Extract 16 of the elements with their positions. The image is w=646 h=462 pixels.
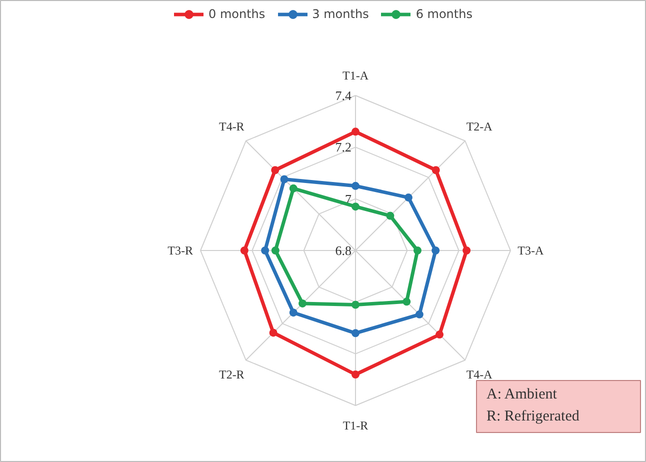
text: A: Ambient [486,386,558,402]
y-tick-label: 7.2 [335,140,352,155]
legend-label: 6 months [416,7,472,21]
spoke-label: T2-R [218,367,244,382]
legend-label: 0 months [208,7,266,21]
legend-label: 3 months [312,7,369,21]
spoke-label: T2-A [466,120,493,134]
spoke-label: T4-A [466,367,493,382]
spoke-label: T4-R [218,120,244,134]
y-tick-label: 6.8 [335,243,352,258]
spoke-label: T3-A [518,244,544,258]
spoke-label: T3-R [168,244,194,258]
text: R: Refrigerated [486,408,580,424]
spoke-label: T1-R [342,418,368,433]
y-tick-label: 7.4 [335,88,352,103]
spoke-label: T1-A [342,68,369,82]
